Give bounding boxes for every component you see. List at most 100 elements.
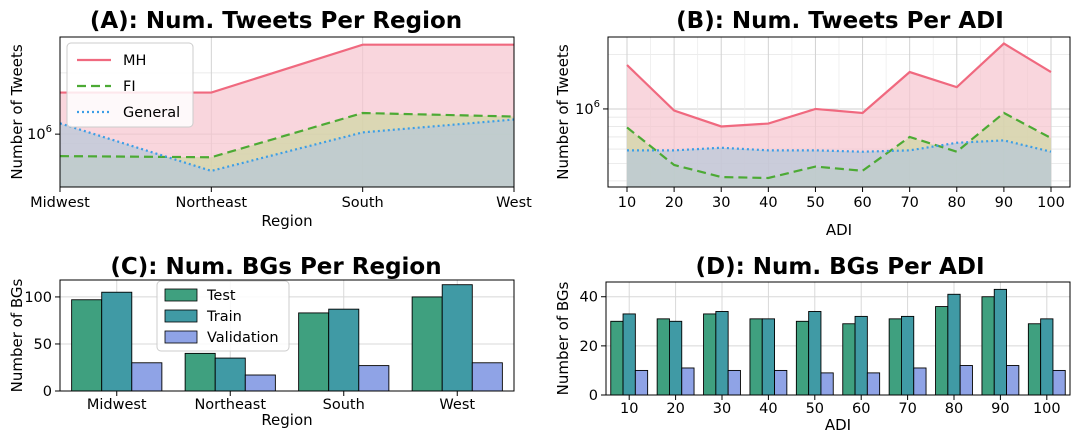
bar-train (101, 291, 133, 392)
y-axis-label: Number of Tweets (8, 44, 26, 180)
bar-validation (820, 372, 834, 396)
plot-frame (59, 36, 515, 188)
bar-train (669, 320, 683, 396)
x-tick-label: 90 (991, 401, 1009, 417)
bar-test (981, 296, 995, 396)
y-tick-label: 0 (43, 384, 52, 400)
area-general (627, 140, 1051, 187)
chart-title: (B): Num. Tweets Per ADI (676, 8, 1004, 34)
bar-train (622, 313, 636, 396)
x-tick-label: 40 (759, 401, 777, 417)
x-tick-label: Northeast (194, 397, 266, 413)
bars (71, 284, 503, 392)
x-axis-label: ADI (826, 221, 852, 239)
bar-validation (913, 367, 927, 396)
x-tick-label: 80 (948, 195, 966, 211)
bar-validation (1052, 369, 1066, 396)
y-tick-label: 106 (575, 99, 600, 118)
plot-frame (59, 279, 515, 392)
bar-train (993, 288, 1007, 396)
x-tick-label: 50 (806, 401, 824, 417)
x-tick-label: 70 (898, 401, 916, 417)
bar-validation (634, 369, 649, 396)
x-tick-label: South (323, 397, 365, 413)
legend-label-test: Test (206, 288, 236, 304)
bar-train (808, 311, 822, 396)
x-tick-label: 50 (806, 195, 824, 211)
bar-test (795, 320, 810, 396)
panel-d: 0 20 40 10 20 30 40 50 60 70 80 90 100 (D): Num. BGs … (554, 254, 1071, 434)
bar-test (703, 313, 717, 396)
y-tick-label: 20 (580, 339, 598, 355)
chart-title: (A): Num. Tweets Per Region (90, 8, 462, 34)
bar-validation (727, 369, 741, 396)
panel-a: 106 Midwest Northeast South West (A): Num. Tw… (8, 8, 532, 230)
x-tick-label: 30 (712, 195, 730, 211)
legend-label-general: General (123, 105, 180, 121)
legend-swatch-validation (164, 330, 198, 344)
bar-train (715, 311, 729, 396)
x-tick-label: 90 (995, 195, 1013, 211)
x-tick-label: West (496, 195, 532, 211)
x-tick-label: Midwest (30, 195, 90, 211)
x-tick-label: Northeast (176, 195, 248, 211)
bar-validation (471, 362, 503, 392)
legend-label-fi: FI (123, 79, 136, 95)
chart-title: (D): Num. BGs Per ADI (695, 254, 984, 280)
bar-train (441, 284, 473, 392)
legend-label-validation: Validation (207, 330, 279, 346)
x-tick-label: Midwest (87, 397, 147, 413)
bar-test (298, 312, 330, 392)
bar-train (901, 315, 915, 396)
bar-test (610, 320, 624, 396)
x-tick-label: 20 (665, 195, 683, 211)
y-tick-base: 10 (575, 102, 593, 118)
legend-box (66, 42, 194, 128)
y-axis-label: Number of BGs (554, 281, 572, 395)
bar-validation (774, 369, 788, 396)
x-tick-label: West (439, 397, 475, 413)
series-line-fi (59, 111, 515, 159)
x-tick-label: 20 (666, 401, 684, 417)
bar-test (935, 306, 949, 396)
area-general (60, 119, 514, 187)
x-tick-label: 100 (1037, 195, 1065, 211)
plot-frame (605, 281, 1071, 396)
bar-validation (866, 372, 881, 396)
bar-test (71, 299, 103, 392)
legend-label-train: Train (206, 309, 242, 325)
bar-test (656, 318, 670, 396)
bar-train (854, 315, 868, 396)
bar-validation (358, 365, 390, 392)
y-axis-label: Number of Tweets (554, 44, 572, 180)
plot-frame (607, 36, 1071, 188)
bar-validation (1006, 365, 1020, 396)
bar-train (947, 293, 961, 396)
x-tick-label: 100 (1033, 401, 1061, 417)
series-line-general (59, 118, 515, 173)
chart-title: (C): Num. BGs Per Region (110, 254, 441, 280)
x-axis-label: Region (261, 411, 312, 429)
x-tick-label: 60 (853, 195, 871, 211)
bar-validation (131, 362, 163, 392)
legend: MH FI General (66, 42, 194, 128)
y-tick-exponent: 6 (46, 124, 52, 135)
y-tick-label: 0 (589, 388, 598, 404)
x-tick-label: South (342, 195, 384, 211)
legend-label-mh: MH (123, 53, 146, 69)
bar-test (842, 323, 856, 396)
x-tick-label: 40 (759, 195, 777, 211)
y-tick-base: 10 (27, 127, 45, 143)
y-tick-label: 50 (34, 337, 52, 353)
x-axis-label: Region (261, 212, 312, 230)
bar-test (749, 318, 763, 396)
bar-train (1040, 318, 1054, 396)
y-tick-exponent: 6 (594, 99, 600, 110)
bar-test (184, 352, 216, 392)
bar-validation (959, 365, 973, 396)
bar-train (328, 308, 360, 392)
bar-test (1027, 323, 1042, 396)
panel-c: 0 50 100 Midwest Northeast South West (C): Num.… (8, 254, 515, 429)
x-tick-label: 80 (945, 401, 963, 417)
